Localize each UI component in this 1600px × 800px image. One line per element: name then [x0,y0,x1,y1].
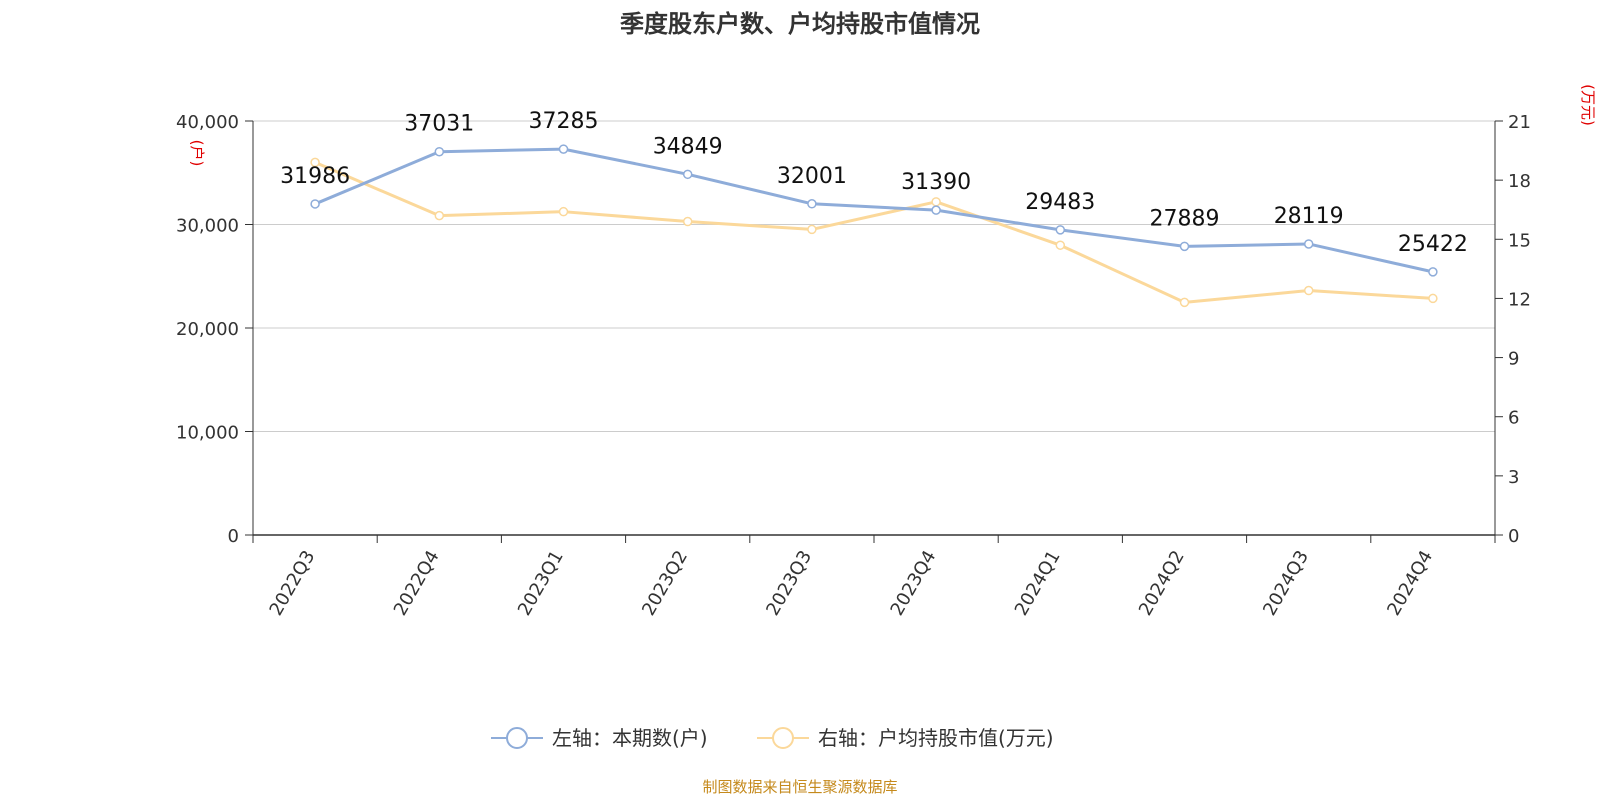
right-axis-tick-label: 9 [1508,349,1519,370]
data-point-left [1303,239,1314,249]
series-line-left [314,147,1434,274]
data-point-right [807,224,817,235]
left-axis-tick-label: 40,000 [176,112,239,133]
data-label: 28119 [1274,204,1344,229]
data-label: 31390 [901,170,971,195]
axes: 0 10,000 20,000 30,000 40,000 0 3 6 9 12 15 18 21 202… [176,112,1531,619]
grid [253,120,1495,432]
right-axis-tick-label: 6 [1508,408,1519,429]
right-axis-tick-label: 0 [1508,526,1519,547]
data-labels: 31986 37031 37285 34849 32001 31390 29483 27889… [280,109,1468,257]
data-point-right [1428,293,1438,304]
data-point-left [1179,241,1190,252]
x-axis-tick-label: 2023Q2 [638,547,692,619]
data-point-right [434,210,445,221]
data-label: 27889 [1150,206,1220,231]
legend-circle-icon [506,727,528,749]
data-point-right [1303,285,1314,296]
series-layer [310,144,1438,308]
data-point-left [931,205,941,215]
legend-circle-icon [772,727,794,749]
x-axis-tick-label: 2024Q1 [1011,547,1065,619]
data-label: 37031 [404,112,474,137]
x-axis-tick-label: 2024Q3 [1259,547,1313,619]
right-axis-tick-label: 12 [1508,289,1531,310]
data-point-left [682,169,693,180]
right-axis-tick-label: 18 [1508,171,1531,192]
data-point-right [1055,240,1066,250]
source-note: 制图数据来自恒生聚源数据库 [702,778,897,796]
legend-item-right-series[interactable]: 右轴：户均持股市值(万元) [757,726,1054,750]
data-point-right [931,197,941,207]
data-point-left [310,199,320,209]
data-label: 37285 [529,109,599,134]
data-label: 29483 [1025,190,1095,215]
data-point-right [1179,297,1190,308]
data-point-right [558,206,569,217]
x-axis-tick-label: 2023Q1 [514,547,568,619]
x-axis-tick-label: 2023Q3 [762,547,816,619]
legend-item-left-series[interactable]: 左轴：本期数(户) [491,726,708,750]
right-axis-tick-label: 21 [1508,112,1531,133]
x-axis-tick-label: 2024Q2 [1135,547,1189,619]
left-axis-unit: (户) [188,140,206,167]
legend-label-left-series: 左轴：本期数(户) [552,726,708,750]
right-axis-tick-label: 15 [1508,230,1531,251]
x-axis-tick-label: 2023Q4 [887,547,941,619]
data-label: 25422 [1398,232,1468,257]
left-axis-tick-label: 30,000 [176,216,239,237]
legend-label-right-series: 右轴：户均持股市值(万元) [818,726,1054,750]
data-point-left [1428,267,1438,277]
chart-title: 季度股东户数、户均持股市值情况 [620,10,980,38]
right-axis-unit: (万元) [1579,84,1597,126]
x-axis-tick-label: 2022Q4 [390,547,444,619]
legend[interactable]: 左轴：本期数(户) 右轴：户均持股市值(万元) [491,726,1054,750]
data-point-left [807,199,817,209]
data-label: 31986 [280,164,350,189]
data-point-left [1055,225,1066,235]
data-point-left [434,146,445,157]
data-label: 34849 [653,134,723,159]
series-line-right [314,161,1433,304]
data-label: 32001 [777,164,847,189]
data-point-right [682,216,693,227]
x-axis-tick-label: 2022Q3 [266,547,320,619]
left-axis-tick-label: 20,000 [176,319,239,340]
x-axis-tick-label: 2024Q4 [1383,547,1437,619]
data-point-right [310,157,320,168]
right-axis-tick-label: 3 [1508,467,1519,488]
left-axis-tick-label: 10,000 [176,423,239,444]
left-axis-tick-label: 0 [228,526,239,547]
data-point-left [558,144,569,154]
